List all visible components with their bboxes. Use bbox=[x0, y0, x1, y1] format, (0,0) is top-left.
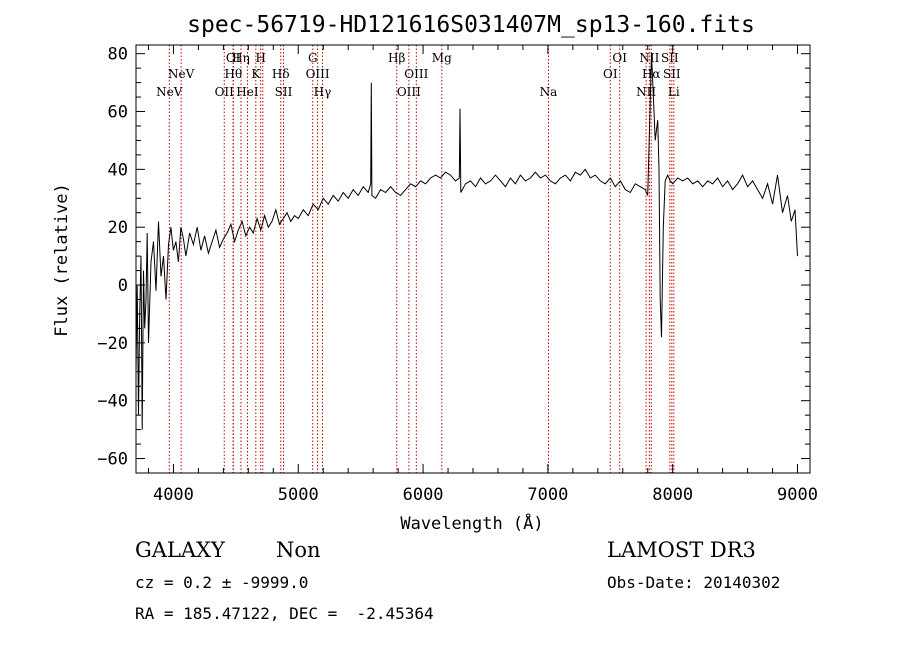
emission-line-label: Hθ bbox=[225, 67, 243, 81]
emission-line-label: SII bbox=[663, 67, 681, 81]
chart-title: spec-56719-HD121616S031407M_sp13-160.fit… bbox=[187, 12, 755, 38]
emission-line-label: Li bbox=[668, 85, 680, 99]
emission-line-label: G bbox=[308, 51, 318, 65]
y-tick-label: 80 bbox=[108, 45, 128, 65]
emission-line-label: Hβ bbox=[388, 51, 405, 65]
x-tick-label: 5000 bbox=[278, 485, 319, 505]
emission-line-label: OI bbox=[603, 67, 618, 81]
emission-line-label: Hδ bbox=[272, 67, 290, 81]
emission-line-label: NeV bbox=[168, 67, 195, 81]
emission-line-label: K bbox=[251, 67, 261, 81]
x-tick-label: 6000 bbox=[403, 485, 444, 505]
emission-line-label: Hη bbox=[232, 51, 250, 65]
x-tick-label: 9000 bbox=[777, 485, 818, 505]
emission-line-label: HeI bbox=[236, 85, 259, 99]
emission-line-label: OII bbox=[215, 85, 235, 99]
x-tick-label: 4000 bbox=[153, 485, 194, 505]
x-axis-ticks: 4000 5000 6000 7000 8000 9000 bbox=[147, 45, 818, 505]
emission-line-label: OI bbox=[226, 51, 241, 65]
y-tick-label: 0 bbox=[118, 276, 128, 296]
object-type: GALAXY bbox=[135, 538, 225, 562]
y-tick-label: 20 bbox=[108, 218, 128, 238]
emission-line-label: SII bbox=[661, 51, 679, 65]
y-tick-label: −60 bbox=[97, 450, 128, 470]
emission-line-label: OIII bbox=[306, 67, 330, 81]
observation-date: Obs-Date: 20140302 bbox=[607, 573, 781, 592]
y-axis-ticks: −60 −40 −20 0 20 40 60 80 bbox=[97, 45, 810, 470]
flux-series-line bbox=[135, 53, 798, 430]
emission-line-label: SII bbox=[275, 85, 293, 99]
y-axis-label: Flux (relative) bbox=[52, 183, 72, 337]
emission-line-label: OIII bbox=[404, 67, 428, 81]
redshift-readout: cz = 0.2 ± -9999.0 bbox=[135, 573, 309, 592]
plot-frame bbox=[135, 44, 811, 474]
emission-line-label: H bbox=[255, 51, 265, 65]
emission-line-labels: NeV NeV OII OI Hθ Hη HeI KH Hδ SII G OIII Hγ Hβ OIII OI… bbox=[156, 51, 681, 99]
y-tick-label: 60 bbox=[108, 103, 128, 123]
object-subclass: Non bbox=[276, 538, 321, 562]
emission-line-label: NII bbox=[639, 51, 659, 65]
x-tick-label: 8000 bbox=[652, 485, 693, 505]
emission-line-label: Hγ bbox=[314, 85, 332, 99]
emission-line-label: Na bbox=[540, 85, 558, 99]
ra-dec-coordinates: RA = 185.47122, DEC = -2.45364 bbox=[135, 604, 434, 623]
emission-line-label: NeV bbox=[156, 85, 183, 99]
y-tick-label: −40 bbox=[97, 392, 128, 412]
x-axis-label: Wavelength (Å) bbox=[400, 512, 543, 534]
emission-lines bbox=[168, 45, 675, 473]
emission-line-label: Mg bbox=[432, 51, 452, 65]
y-tick-label: 40 bbox=[108, 160, 128, 180]
y-tick-label: −20 bbox=[97, 334, 128, 354]
emission-line-label: NII bbox=[636, 85, 656, 99]
emission-line-label: OIII bbox=[397, 85, 421, 99]
survey-name: LAMOST DR3 bbox=[607, 538, 756, 562]
x-tick-label: 7000 bbox=[527, 485, 568, 505]
emission-line-label: OI bbox=[612, 51, 627, 65]
